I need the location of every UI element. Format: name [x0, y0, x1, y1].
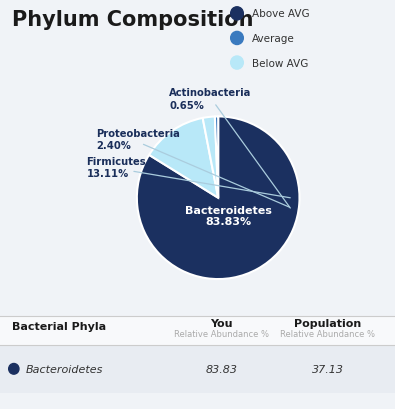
Text: Below AVG: Below AVG: [252, 58, 308, 68]
Text: Bacterial Phyla: Bacterial Phyla: [12, 321, 106, 331]
Text: Relative Abundance %: Relative Abundance %: [174, 329, 269, 338]
Text: Firmicutes
13.11%: Firmicutes 13.11%: [87, 156, 146, 179]
Text: 37.13: 37.13: [312, 364, 344, 374]
Wedge shape: [203, 117, 218, 198]
Text: Phylum Composition: Phylum Composition: [12, 10, 253, 30]
Text: You: You: [210, 318, 232, 328]
Text: Relative Abundance %: Relative Abundance %: [280, 329, 375, 338]
Text: Average: Average: [252, 34, 295, 44]
Text: Above AVG: Above AVG: [252, 9, 310, 19]
Text: Bacteroidetes
83.83%: Bacteroidetes 83.83%: [184, 205, 271, 227]
Text: 83.83: 83.83: [205, 364, 237, 374]
Wedge shape: [137, 117, 299, 279]
Text: Population: Population: [294, 318, 361, 328]
Wedge shape: [215, 117, 218, 198]
Text: Actinobacteria
0.65%: Actinobacteria 0.65%: [169, 88, 252, 110]
Wedge shape: [149, 119, 218, 198]
Text: Bacteroidetes: Bacteroidetes: [26, 364, 103, 374]
Text: Proteobacteria
2.40%: Proteobacteria 2.40%: [96, 129, 180, 151]
